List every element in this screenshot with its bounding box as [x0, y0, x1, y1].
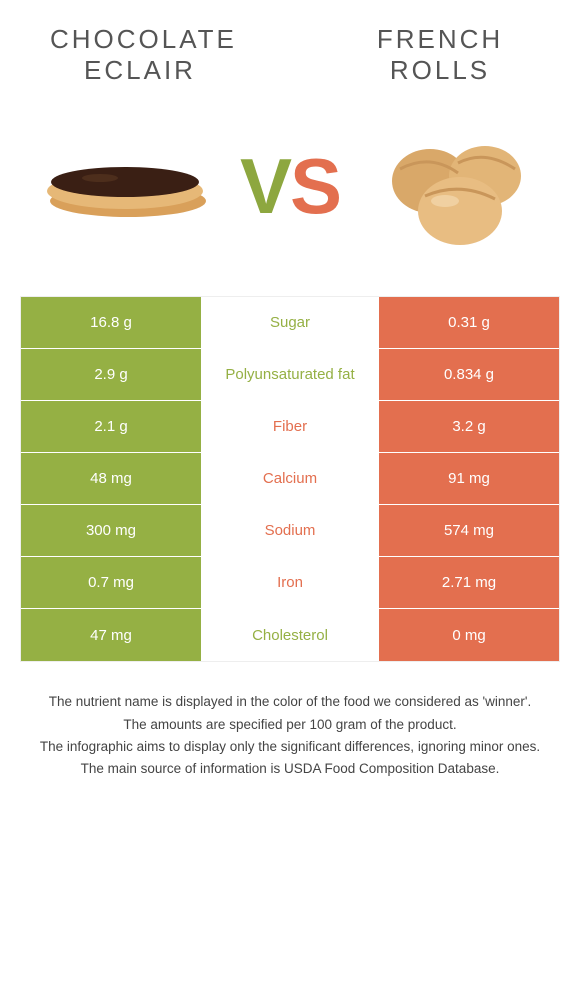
vs-label: VS	[240, 141, 340, 232]
footnotes: The nutrient name is displayed in the co…	[20, 692, 560, 779]
table-row: 48 mgCalcium91 mg	[21, 453, 559, 505]
right-value: 0 mg	[379, 609, 559, 661]
rolls-image	[370, 121, 540, 251]
comparison-table: 16.8 gSugar0.31 g2.9 gPolyunsaturated fa…	[20, 296, 560, 662]
right-food-title: FRENCH ROLLS	[350, 24, 530, 86]
left-value: 48 mg	[21, 453, 201, 504]
table-row: 2.1 gFiber3.2 g	[21, 401, 559, 453]
left-food-title: CHOCOLATE ECLAIR	[50, 24, 230, 86]
vs-s: S	[290, 142, 340, 230]
right-value: 3.2 g	[379, 401, 559, 452]
nutrient-label: Fiber	[201, 401, 379, 452]
header: CHOCOLATE ECLAIR FRENCH ROLLS	[0, 0, 580, 96]
table-row: 47 mgCholesterol0 mg	[21, 609, 559, 661]
left-value: 2.9 g	[21, 349, 201, 400]
left-value: 0.7 mg	[21, 557, 201, 608]
left-value: 300 mg	[21, 505, 201, 556]
table-row: 300 mgSodium574 mg	[21, 505, 559, 557]
right-value: 574 mg	[379, 505, 559, 556]
table-row: 2.9 gPolyunsaturated fat0.834 g	[21, 349, 559, 401]
right-value: 91 mg	[379, 453, 559, 504]
images-row: VS	[0, 96, 580, 296]
right-value: 0.31 g	[379, 297, 559, 348]
footnote-line: The amounts are specified per 100 gram o…	[20, 715, 560, 735]
vs-v: V	[240, 142, 290, 230]
right-value: 2.71 mg	[379, 557, 559, 608]
left-value: 47 mg	[21, 609, 201, 661]
nutrient-label: Calcium	[201, 453, 379, 504]
nutrient-label: Iron	[201, 557, 379, 608]
left-value: 2.1 g	[21, 401, 201, 452]
eclair-image	[40, 121, 210, 251]
right-value: 0.834 g	[379, 349, 559, 400]
nutrient-label: Polyunsaturated fat	[201, 349, 379, 400]
table-row: 0.7 mgIron2.71 mg	[21, 557, 559, 609]
nutrient-label: Sugar	[201, 297, 379, 348]
nutrient-label: Cholesterol	[201, 609, 379, 661]
footnote-line: The nutrient name is displayed in the co…	[20, 692, 560, 712]
nutrient-label: Sodium	[201, 505, 379, 556]
left-value: 16.8 g	[21, 297, 201, 348]
table-row: 16.8 gSugar0.31 g	[21, 297, 559, 349]
footnote-line: The infographic aims to display only the…	[20, 737, 560, 757]
footnote-line: The main source of information is USDA F…	[20, 759, 560, 779]
